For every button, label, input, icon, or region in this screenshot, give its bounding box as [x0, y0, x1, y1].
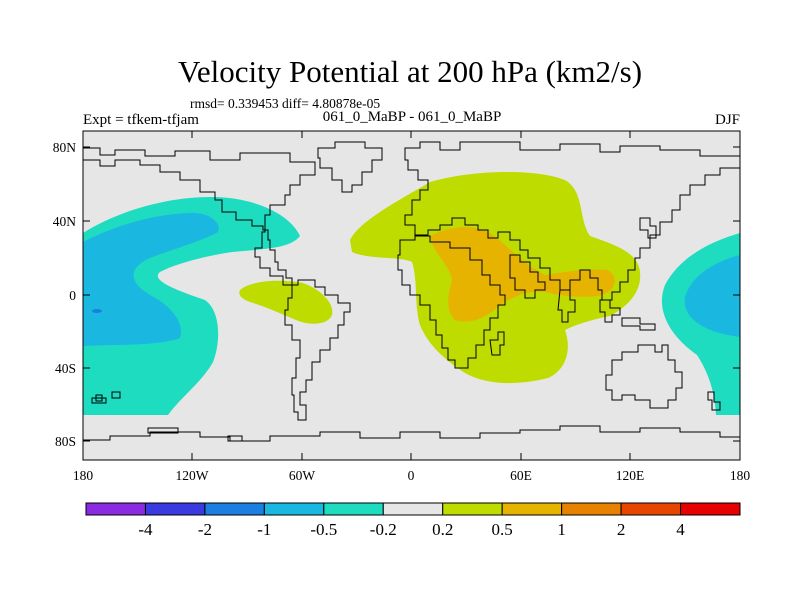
lon-label-180w: 180: [73, 468, 94, 483]
colorbar-swatch: [144, 502, 206, 516]
lon-label-120w: 120W: [176, 468, 209, 483]
contour-fields: [83, 171, 740, 415]
tick-marks: [83, 131, 740, 460]
lat-label-80n: 80N: [53, 140, 77, 155]
coastlines: [83, 141, 740, 442]
negative-region-cyan-east: [684, 255, 740, 337]
lon-label-180e: 180: [730, 468, 751, 483]
map-panel: 80N 40N 0 40S 80S 180 120W 60W 0 60E 120…: [53, 130, 751, 483]
colorbar-swatch: [680, 502, 741, 516]
period-label: 061_0_MaBP - 061_0_MaBP: [323, 109, 502, 125]
colorbar-swatch: [204, 502, 265, 516]
lat-label-40n: 40N: [53, 214, 77, 229]
colorbar: -4 -2 -1 -0.5 -0.2 0.2 0.5 1 2 4: [85, 502, 741, 539]
colorbar-label: -1: [257, 520, 271, 539]
colorbar-label: 4: [676, 520, 685, 539]
colorbar-label: 1: [557, 520, 566, 539]
colorbar-label: -4: [138, 520, 153, 539]
colorbar-label: 0.5: [492, 520, 513, 539]
colorbar-swatch: [323, 502, 384, 516]
stats-text: rmsd= 0.339453 diff= 4.80878e-05: [190, 96, 380, 111]
colorbar-swatch: [561, 502, 622, 516]
lon-label-60w: 60W: [289, 468, 316, 483]
colorbar-label: -0.5: [310, 520, 337, 539]
lat-label-0: 0: [69, 288, 76, 303]
positive-region-samerica: [239, 280, 333, 324]
colorbar-swatch: [85, 502, 146, 516]
positive-region-orange: [430, 227, 615, 322]
colorbar-label: 2: [617, 520, 626, 539]
plot-title: Velocity Potential at 200 hPa (km2/s): [178, 54, 642, 89]
colorbar-label: -2: [198, 520, 212, 539]
negative-region-cyan-west: [83, 212, 219, 346]
colorbar-label: -0.2: [370, 520, 397, 539]
experiment-label: Expt = tfkem-tfjam: [83, 112, 199, 128]
lat-label-80s: 80S: [55, 434, 76, 449]
negative-spot: [92, 309, 102, 313]
colorbar-swatch: [442, 502, 503, 516]
lat-label-40s: 40S: [55, 361, 76, 376]
lon-label-60e: 60E: [510, 468, 532, 483]
lon-label-0: 0: [408, 468, 415, 483]
colorbar-swatch: [501, 502, 563, 516]
colorbar-swatch: [382, 502, 444, 516]
colorbar-swatch: [620, 502, 682, 516]
season-label: DJF: [715, 112, 740, 128]
colorbar-label: 0.2: [432, 520, 453, 539]
colorbar-swatch: [263, 502, 325, 516]
lon-label-120e: 120E: [616, 468, 645, 483]
